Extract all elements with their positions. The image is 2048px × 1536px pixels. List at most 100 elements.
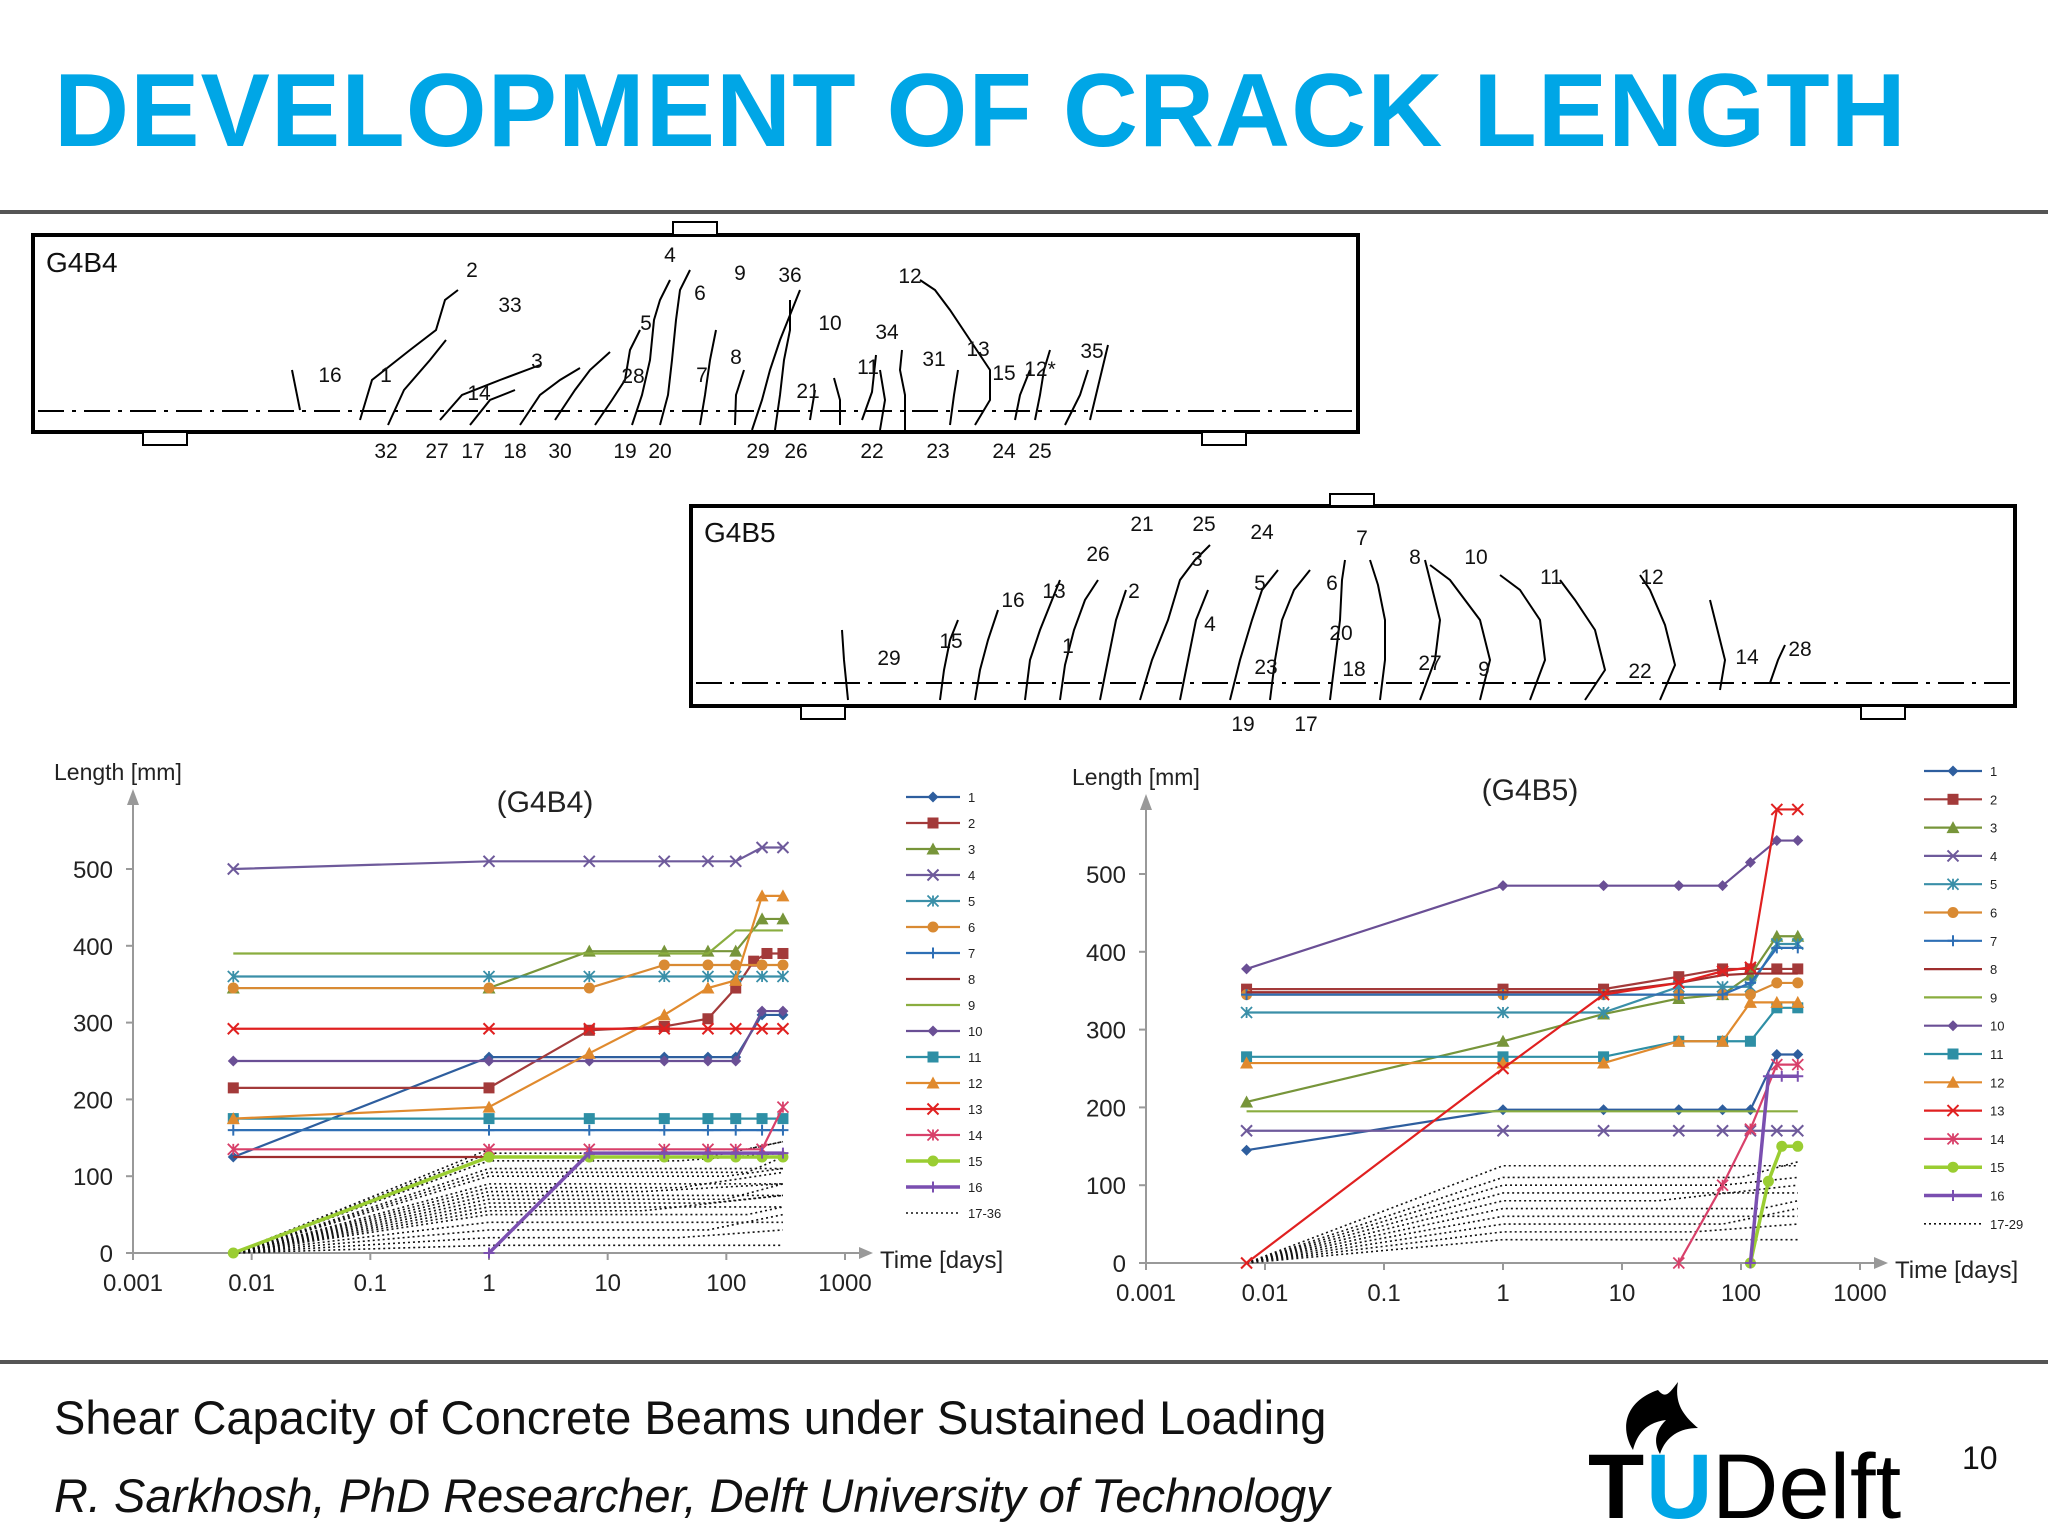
data-point bbox=[756, 1113, 768, 1125]
crack-label: 7 bbox=[1356, 527, 1368, 550]
crack-line bbox=[734, 369, 745, 426]
crack-line bbox=[1064, 369, 1089, 426]
data-point bbox=[1946, 1075, 1960, 1088]
data-point bbox=[926, 1076, 940, 1089]
data-point bbox=[730, 1147, 742, 1159]
series-line-dotted bbox=[233, 1244, 783, 1254]
data-point bbox=[927, 1181, 939, 1193]
crack-label: 11 bbox=[1540, 566, 1562, 589]
data-point bbox=[1673, 880, 1685, 892]
data-point bbox=[1744, 1123, 1757, 1136]
crack-line bbox=[1709, 599, 1727, 691]
data-point bbox=[1717, 989, 1729, 1001]
data-point bbox=[729, 855, 742, 868]
crack-label: 20 bbox=[1329, 622, 1352, 645]
series-line-dotted bbox=[233, 1171, 784, 1254]
crack-label: 28 bbox=[621, 365, 644, 388]
crack-label: 17 bbox=[1294, 713, 1317, 736]
crack-line bbox=[898, 349, 906, 430]
data-point bbox=[227, 862, 240, 876]
crack-label: 29 bbox=[746, 440, 769, 463]
crack-pattern bbox=[841, 544, 1786, 701]
footer-author: R. Sarkhosh, PhD Researcher, Delft Unive… bbox=[54, 1469, 1330, 1522]
data-point bbox=[1947, 793, 1959, 805]
crack-label: 15 bbox=[992, 362, 1015, 385]
legend-label: 13 bbox=[1990, 1104, 2004, 1119]
data-point bbox=[1946, 878, 1960, 891]
legend-label: 11 bbox=[1990, 1047, 2004, 1062]
crack-label: 10 bbox=[818, 312, 841, 335]
data-point bbox=[1776, 1140, 1788, 1152]
data-point bbox=[926, 842, 940, 855]
data-point bbox=[776, 1100, 790, 1114]
data-point bbox=[583, 1147, 595, 1159]
crack-label: 1 bbox=[1062, 635, 1074, 658]
data-point bbox=[1744, 1257, 1756, 1269]
crack-line bbox=[1769, 644, 1786, 684]
data-point bbox=[777, 1147, 789, 1159]
crack-label: 27 bbox=[1418, 652, 1441, 675]
crack-line bbox=[833, 377, 841, 425]
legend-label: 13 bbox=[968, 1102, 982, 1117]
page-number: 10 bbox=[1962, 1440, 1998, 1476]
series-line-dotted bbox=[233, 1183, 783, 1254]
series-line-dotted bbox=[233, 1194, 784, 1254]
data-point bbox=[701, 855, 715, 868]
data-point bbox=[1792, 1048, 1804, 1060]
crack-label: 17 bbox=[461, 440, 484, 463]
crack-label: 18 bbox=[1342, 658, 1365, 681]
data-point bbox=[701, 970, 715, 983]
data-point bbox=[1597, 1056, 1611, 1069]
legend-label: 8 bbox=[968, 972, 975, 987]
data-point bbox=[1672, 976, 1685, 990]
crack-label: 33 bbox=[498, 294, 521, 317]
legend-label: 5 bbox=[1990, 877, 1997, 892]
crack-label: 19 bbox=[613, 440, 636, 463]
legend-label: 2 bbox=[1990, 792, 1997, 807]
crack-label: 23 bbox=[926, 440, 949, 463]
data-point bbox=[1744, 989, 1756, 1001]
data-point bbox=[1597, 1124, 1610, 1137]
data-point bbox=[1744, 977, 1756, 989]
data-point bbox=[483, 1124, 495, 1136]
data-point bbox=[927, 921, 939, 933]
data-point bbox=[1597, 988, 1610, 1001]
series-line-9 bbox=[233, 929, 783, 955]
data-point bbox=[1791, 995, 1805, 1008]
x-tick-label: 1 bbox=[1496, 1280, 1509, 1307]
y-tick-label: 400 bbox=[73, 934, 113, 961]
crack-label: 4 bbox=[664, 244, 676, 267]
crack-line bbox=[1369, 559, 1386, 701]
crack-label: 8 bbox=[1409, 546, 1421, 569]
series-line-dotted bbox=[1246, 1207, 1798, 1264]
x-tick-label: 1000 bbox=[818, 1270, 871, 1297]
data-point bbox=[777, 959, 789, 971]
data-point bbox=[227, 1247, 239, 1259]
data-point bbox=[1791, 1124, 1804, 1137]
beam-g4b4: G4B4 2 33 4 9 36 12 6 10 5 34 3 13 35 16 1 14 28 78 11 31 15… bbox=[31, 221, 1360, 463]
data-point bbox=[1791, 929, 1805, 942]
crack-label: 10 bbox=[1464, 546, 1487, 569]
data-point bbox=[1240, 1124, 1253, 1137]
legend-label: 4 bbox=[968, 868, 975, 883]
crack-label: 14 bbox=[1735, 646, 1759, 669]
data-point bbox=[776, 889, 790, 902]
legend-label: 9 bbox=[968, 998, 975, 1013]
data-point bbox=[582, 1046, 596, 1059]
data-point bbox=[583, 1113, 595, 1125]
crack-line bbox=[939, 619, 959, 701]
data-point bbox=[1240, 1256, 1253, 1270]
series-line-dotted bbox=[1246, 1176, 1798, 1264]
data-point bbox=[1771, 977, 1783, 989]
series-line-12 bbox=[233, 894, 783, 1120]
data-point bbox=[756, 1147, 768, 1159]
crack-label: 6 bbox=[694, 282, 706, 305]
data-point bbox=[1771, 835, 1783, 847]
legend-label: 16 bbox=[1990, 1189, 2004, 1204]
series-line-7 bbox=[1246, 946, 1798, 996]
x-tick-label: 0.01 bbox=[228, 1270, 275, 1297]
crack-line bbox=[699, 329, 717, 426]
data-point bbox=[701, 1022, 715, 1035]
